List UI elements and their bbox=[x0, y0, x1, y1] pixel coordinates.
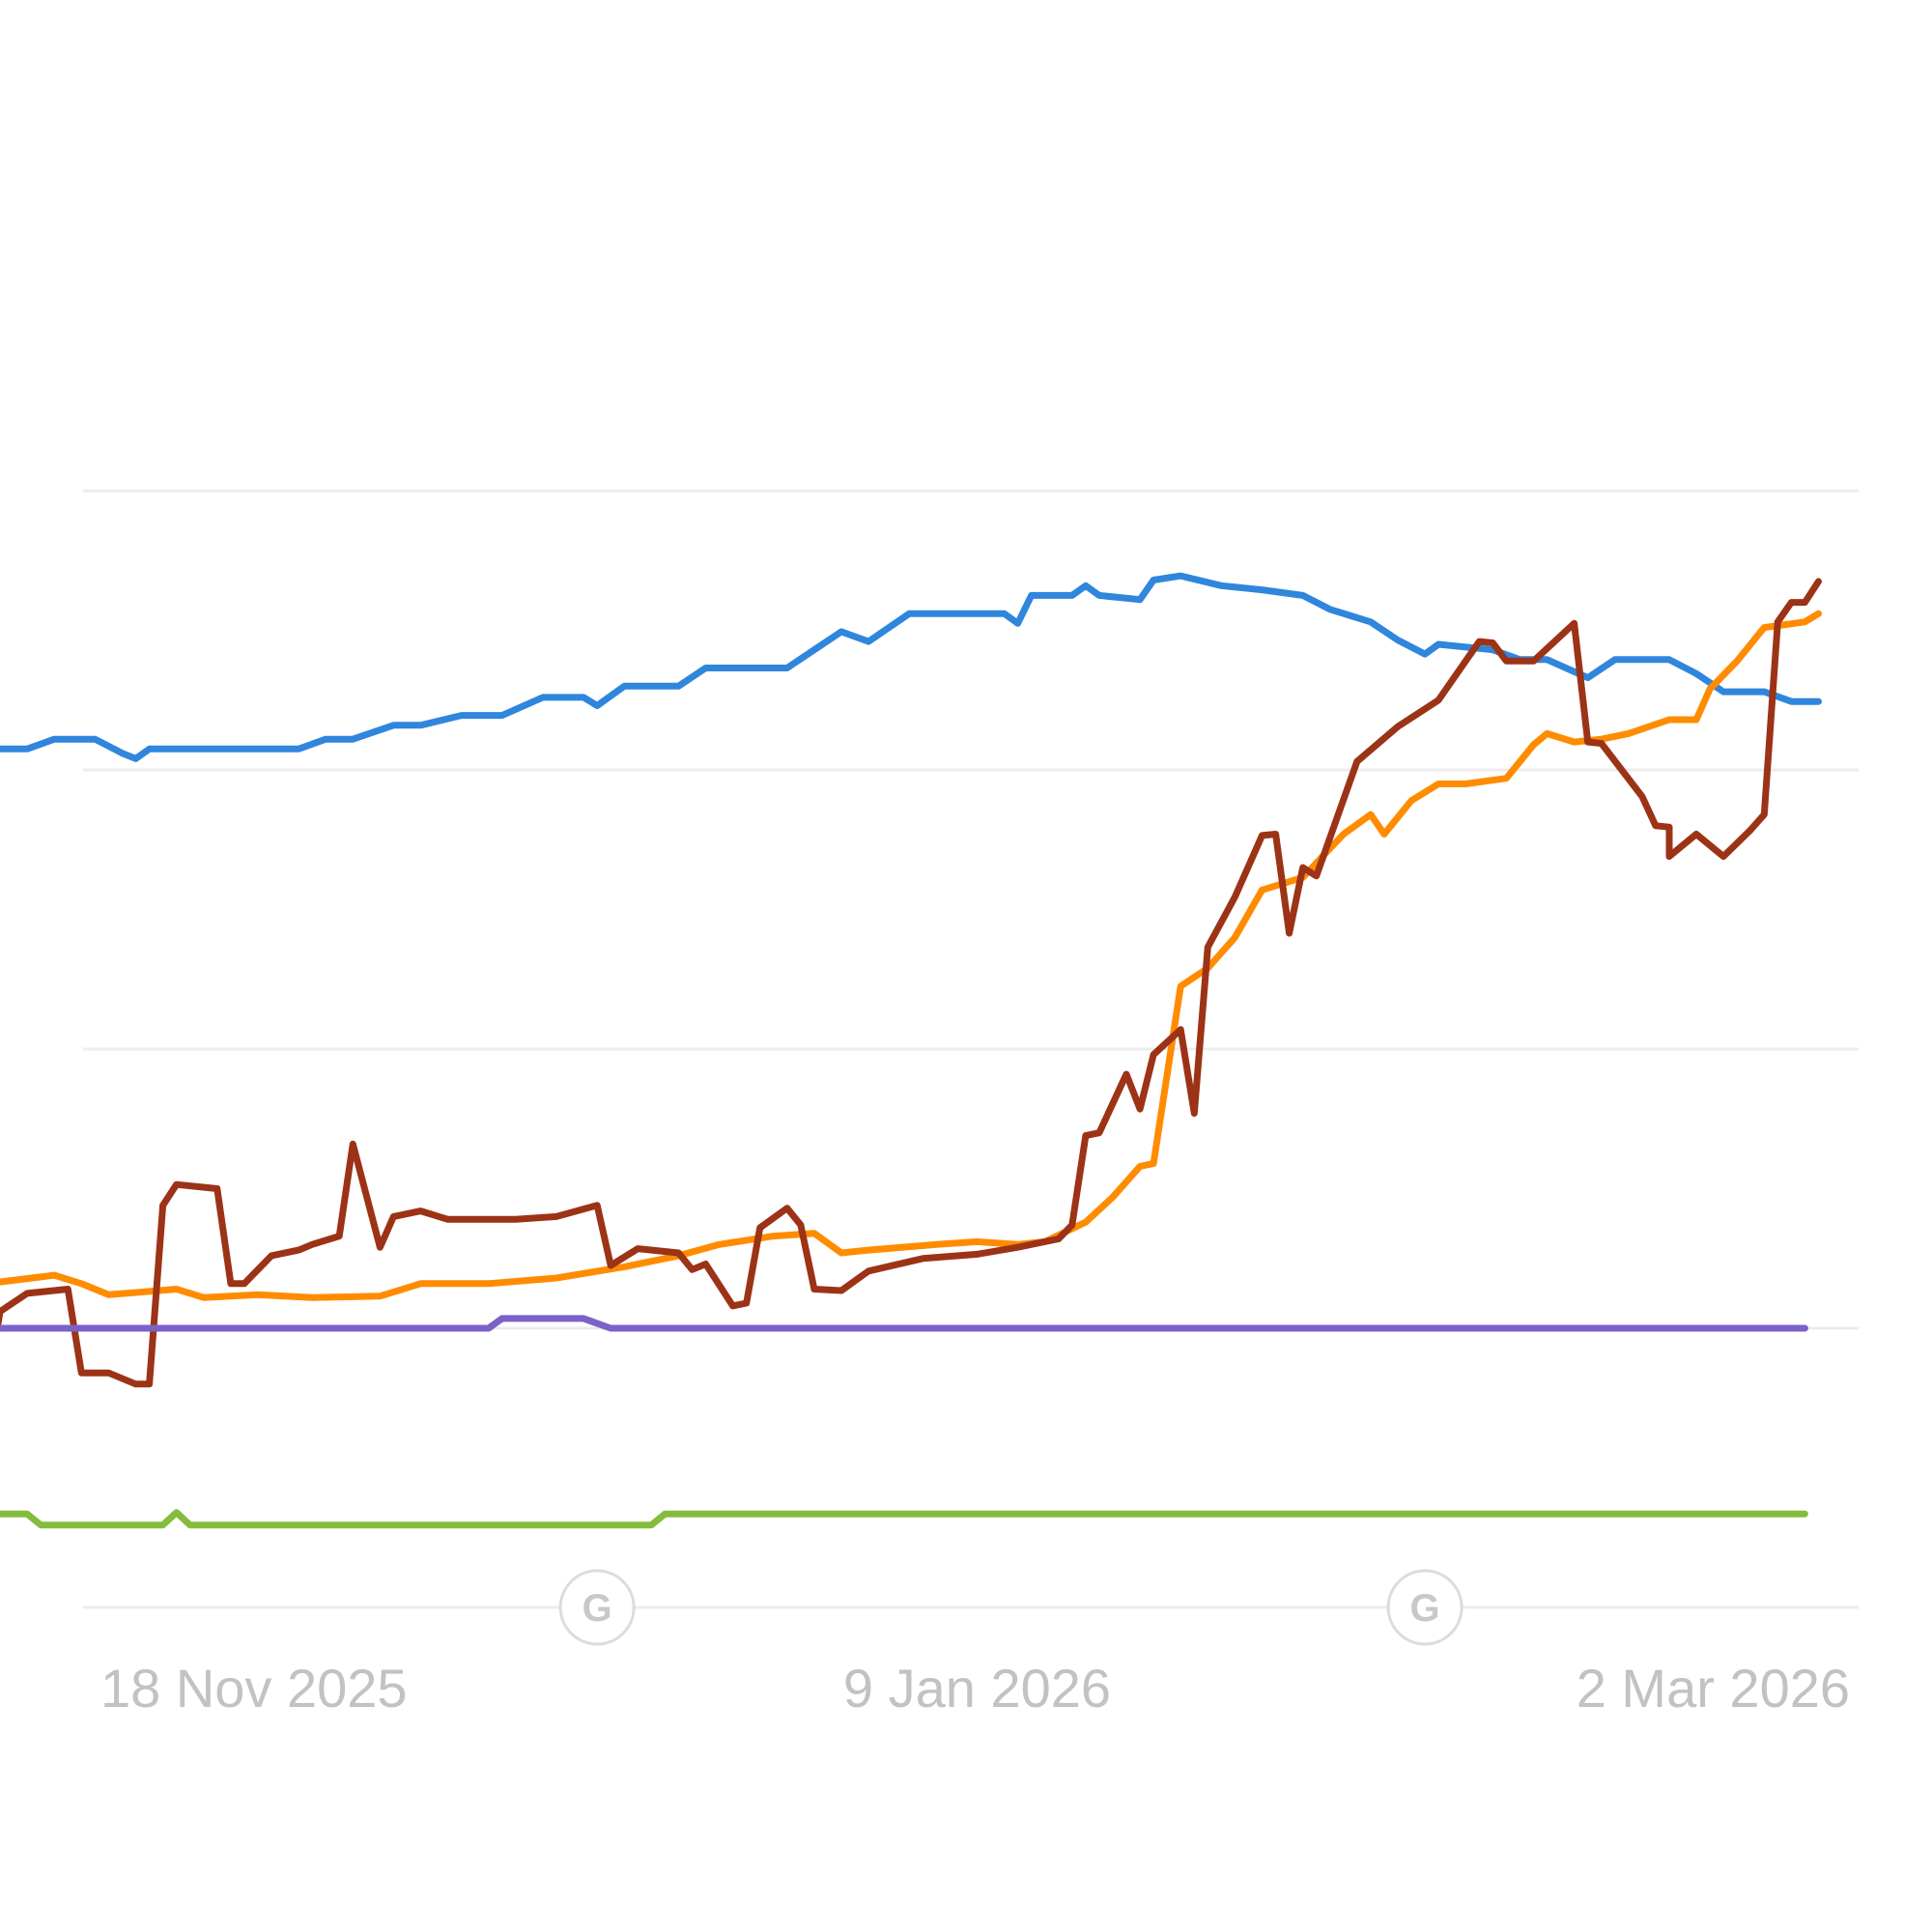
google-update-icon[interactable]: G bbox=[558, 1569, 636, 1646]
x-tick-label: 18 Nov 2025 bbox=[100, 1658, 408, 1719]
series-lines bbox=[0, 572, 1822, 1529]
google-update-marker-circle bbox=[558, 1569, 636, 1646]
x-axis-ticks: 18 Nov 2025 9 Jan 2026 2 Mar 2026 bbox=[100, 1658, 1850, 1719]
series-line-3 bbox=[0, 578, 1822, 1388]
series-line-2 bbox=[0, 610, 1822, 1301]
x-tick-label: 9 Jan 2026 bbox=[843, 1658, 1111, 1719]
x-tick-label: 2 Mar 2026 bbox=[1577, 1658, 1850, 1719]
google-update-glyph: G bbox=[582, 1587, 612, 1630]
gridlines bbox=[83, 489, 1859, 1609]
series-line-5 bbox=[0, 1509, 1808, 1529]
series-line-4 bbox=[0, 1315, 1808, 1332]
google-update-marker-circle bbox=[1386, 1569, 1463, 1646]
google-update-icon[interactable]: G bbox=[1386, 1569, 1463, 1646]
google-update-glyph: G bbox=[1410, 1587, 1440, 1630]
